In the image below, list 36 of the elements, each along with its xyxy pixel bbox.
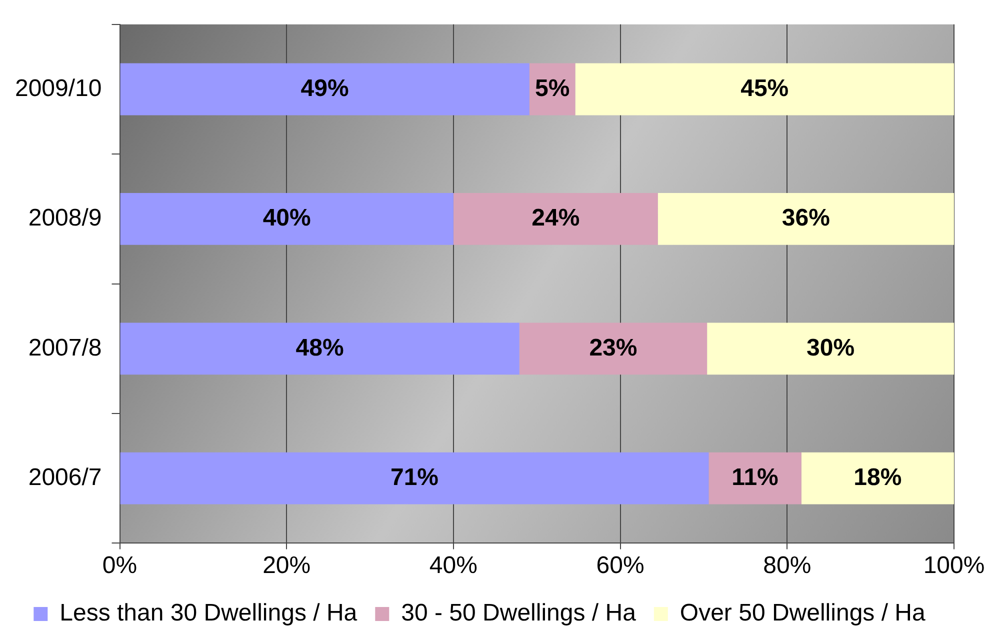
data-label: 18% bbox=[854, 464, 902, 491]
x-tick-label: 60% bbox=[596, 552, 644, 580]
x-tick-label: 20% bbox=[262, 552, 311, 580]
bar bbox=[658, 193, 954, 245]
x-tick-label: 100% bbox=[923, 552, 985, 580]
x-tick-label: 0% bbox=[102, 552, 138, 580]
data-label: 48% bbox=[296, 334, 344, 362]
bar bbox=[120, 452, 709, 504]
data-label: 11% bbox=[732, 464, 778, 491]
x-tick-label: 40% bbox=[429, 552, 478, 580]
data-label: 30% bbox=[806, 334, 855, 362]
bar bbox=[120, 193, 454, 245]
bar bbox=[519, 322, 708, 375]
data-label: 24% bbox=[532, 204, 580, 232]
y-tick-label: 2006/7 bbox=[28, 464, 102, 491]
data-label: 71% bbox=[390, 464, 439, 491]
bar bbox=[708, 452, 802, 504]
bar bbox=[120, 63, 530, 116]
legend-label: Over 50 Dwellings / Ha bbox=[680, 600, 926, 627]
bar bbox=[801, 452, 954, 504]
bar bbox=[575, 63, 954, 116]
legend-label: Less than 30 Dwellings / Ha bbox=[60, 600, 358, 627]
data-label: 45% bbox=[740, 74, 789, 102]
y-tick-label: 2009/10 bbox=[14, 74, 102, 102]
x-tick-label: 80% bbox=[763, 552, 812, 580]
bar bbox=[120, 322, 520, 375]
data-label: 23% bbox=[589, 334, 638, 362]
data-label: 49% bbox=[300, 74, 349, 102]
data-label: 40% bbox=[262, 204, 311, 232]
bar bbox=[707, 322, 954, 375]
data-label: 36% bbox=[782, 204, 830, 232]
legend-label: 30 - 50 Dwellings / Ha bbox=[401, 600, 637, 627]
y-tick-label: 2007/8 bbox=[28, 334, 102, 362]
bar bbox=[453, 193, 658, 245]
y-tick-label: 2008/9 bbox=[28, 204, 102, 232]
data-label: 5% bbox=[534, 74, 570, 102]
